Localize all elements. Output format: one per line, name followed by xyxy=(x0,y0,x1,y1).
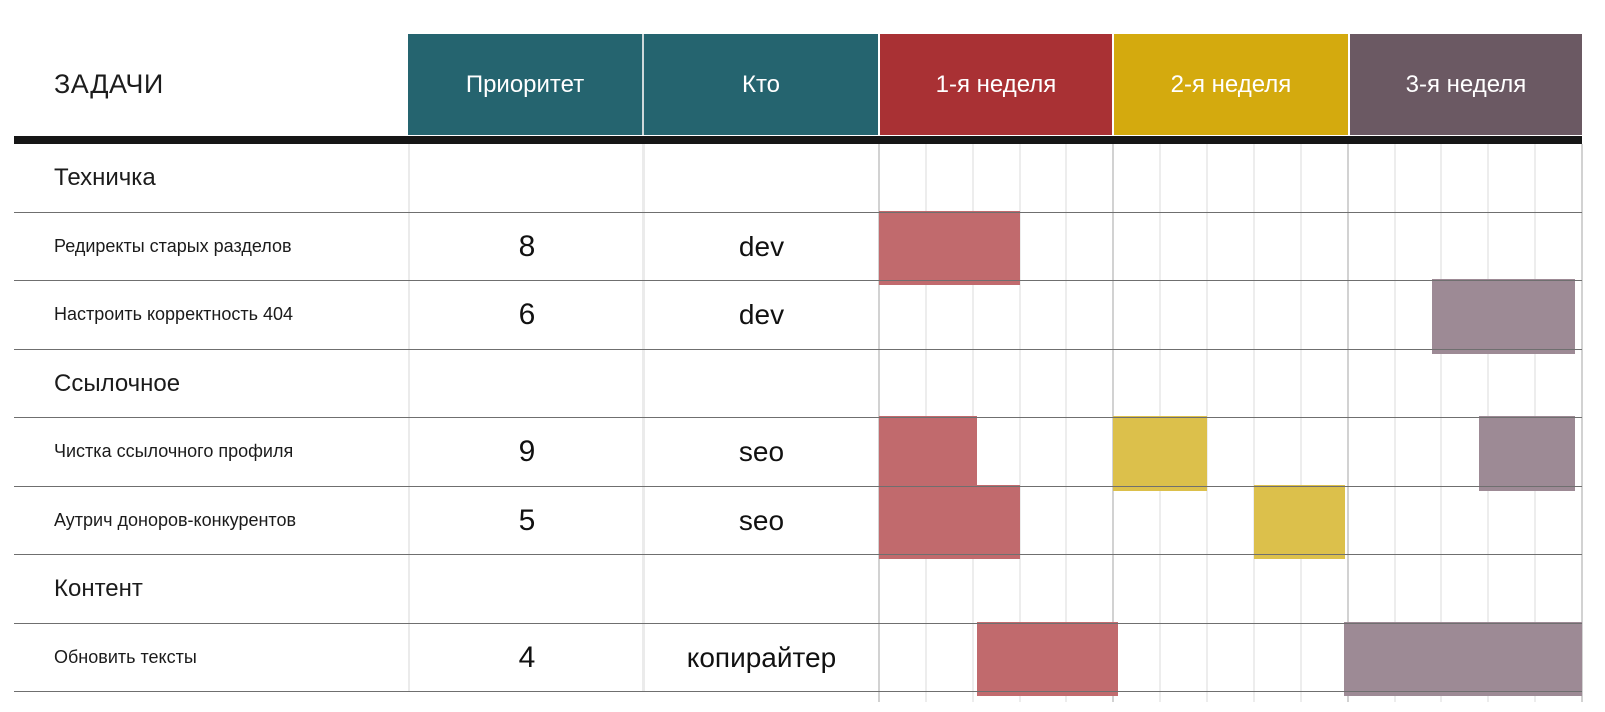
gantt-bar xyxy=(1343,621,1582,696)
week3-column-header: 3-я неделя xyxy=(1350,34,1582,135)
priority-cell: 6 xyxy=(518,298,536,332)
gantt-bar xyxy=(1478,416,1575,491)
header-rule xyxy=(14,136,1582,144)
column-divider xyxy=(642,144,645,692)
task-row-label: Аутрич доноров-конкурентов xyxy=(54,509,297,530)
gantt-gridline xyxy=(1018,144,1021,702)
row-separator xyxy=(14,280,1582,281)
column-divider xyxy=(408,144,410,692)
who-column-header: Кто xyxy=(741,70,781,98)
week2-column-header: 2-я неделя xyxy=(1114,34,1348,135)
gantt-gridline xyxy=(1346,144,1349,702)
who-cell: seo xyxy=(738,436,785,468)
tasks-column-header: ЗАДАЧИ xyxy=(54,69,164,99)
gantt-bar xyxy=(1253,484,1346,559)
week1-column-header: 1-я неделя xyxy=(880,34,1112,135)
task-row-label: Чистка ссылочного профиля xyxy=(54,441,294,462)
row-separator xyxy=(14,348,1582,350)
priority-cell: 5 xyxy=(518,503,536,537)
who-cell: dev xyxy=(738,230,785,262)
priority-cell: 8 xyxy=(518,229,536,263)
priority-cell: 4 xyxy=(518,640,536,674)
priority-cell: 9 xyxy=(518,435,536,469)
row-separator xyxy=(14,485,1582,487)
gantt-bar xyxy=(879,484,1020,559)
gantt-gridline xyxy=(1581,144,1583,702)
priority-column-header: Приоритет xyxy=(465,70,585,98)
gantt-gridline xyxy=(1206,144,1209,702)
task-row-label: Настроить корректность 404 xyxy=(54,304,294,325)
task-row-label: Обновить тексты xyxy=(54,646,197,667)
row-separator xyxy=(14,211,1582,213)
who-cell: seo xyxy=(738,504,785,536)
row-separator xyxy=(14,622,1582,624)
section-row-label: Контент xyxy=(54,575,143,603)
who-cell: копирайтер xyxy=(686,641,837,673)
who-cell: dev xyxy=(738,299,785,331)
gantt-gridline xyxy=(1065,144,1068,702)
table-body: Техничка Редиректы старых разделов 8 dev Нас… xyxy=(0,144,1605,704)
section-row-label: Техничка xyxy=(54,164,156,192)
gantt-bar xyxy=(1432,279,1575,354)
header-divider xyxy=(642,34,644,135)
gantt-bar xyxy=(977,621,1118,696)
gantt-gridline xyxy=(1393,144,1396,702)
gantt-gridline xyxy=(1440,144,1443,702)
gantt-gridline xyxy=(1299,144,1302,702)
section-row-label: Ссылочное xyxy=(54,369,181,397)
gantt-bar xyxy=(879,416,978,491)
gantt-gridline xyxy=(1252,144,1255,702)
meta-columns-header: Приоритет Кто xyxy=(408,34,878,135)
task-row-label: Редиректы старых разделов xyxy=(54,235,292,256)
row-separator xyxy=(14,691,1582,692)
row-separator xyxy=(14,417,1582,418)
gantt-bar xyxy=(1113,416,1208,491)
row-separator xyxy=(14,554,1582,555)
gantt-bar xyxy=(879,210,1020,285)
